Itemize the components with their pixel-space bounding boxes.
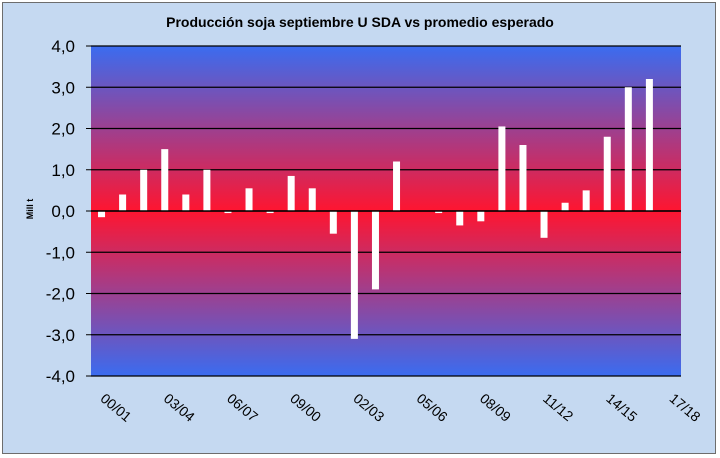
y-axis-label: Mill t bbox=[25, 199, 35, 220]
bar-07-08 bbox=[245, 188, 253, 211]
x-tick-label: 06/07 bbox=[224, 390, 261, 425]
bars bbox=[98, 79, 653, 339]
bar-15-16 bbox=[624, 87, 632, 211]
x-tick-label: 03/04 bbox=[161, 390, 198, 425]
y-tick-label: 0,0 bbox=[51, 202, 75, 221]
bar-00-01 bbox=[98, 211, 106, 218]
x-tick-label: 05/06 bbox=[414, 390, 451, 425]
chart-frame: Producción soja septiembre U SDA vs prom… bbox=[2, 2, 716, 454]
bar-04-05 bbox=[393, 161, 401, 211]
x-axis-ticks: 00/01 03/04 06/07 09/00 02/03 05/06 08/09 11/12… bbox=[98, 390, 704, 425]
y-tick-label: -2,0 bbox=[46, 285, 75, 304]
x-tick-label: 00/01 bbox=[98, 390, 135, 425]
y-tick-label: 4,0 bbox=[51, 37, 75, 56]
bar-01-02 bbox=[119, 194, 127, 211]
bar-03-04 bbox=[371, 211, 379, 290]
bar-09-10 bbox=[498, 126, 506, 211]
bar-00-01 bbox=[308, 188, 316, 211]
y-tick-label: -4,0 bbox=[46, 367, 75, 386]
x-tick-label: 14/15 bbox=[603, 390, 640, 425]
chart-title: Producción soja septiembre U SDA vs prom… bbox=[166, 14, 554, 30]
bar-06-07 bbox=[435, 211, 443, 214]
bar-14-15 bbox=[603, 136, 611, 211]
y-tick-label: 1,0 bbox=[51, 161, 75, 180]
chart-svg: Producción soja septiembre U SDA vs prom… bbox=[25, 14, 704, 425]
x-tick-label: 02/03 bbox=[350, 390, 387, 425]
grid-lines bbox=[91, 45, 681, 377]
bar-09-00 bbox=[287, 175, 295, 211]
y-tick-label: 2,0 bbox=[51, 120, 75, 139]
bar-11-12 bbox=[540, 211, 548, 238]
bar-07-08 bbox=[456, 211, 464, 226]
bar-13-14 bbox=[582, 190, 590, 211]
bar-03-04 bbox=[161, 149, 169, 211]
y-tick-label: -3,0 bbox=[46, 326, 75, 345]
bar-16-17 bbox=[645, 79, 653, 211]
bar-12-13 bbox=[561, 202, 569, 211]
bar-05-06 bbox=[203, 169, 211, 211]
x-tick-label: 11/12 bbox=[540, 390, 576, 424]
x-tick-label: 08/09 bbox=[477, 390, 514, 425]
x-tick-label: 09/00 bbox=[287, 390, 324, 425]
y-axis-ticks: 4,0 3,0 2,0 1,0 0,0 -1,0 -2,0 -3,0 -4,0 bbox=[46, 37, 91, 386]
bar-02-03 bbox=[140, 169, 148, 211]
y-tick-label: 3,0 bbox=[51, 78, 75, 97]
bar-10-11 bbox=[519, 145, 527, 211]
y-tick-label: -1,0 bbox=[46, 243, 75, 262]
bar-01-02 bbox=[329, 211, 337, 234]
bar-08-09 bbox=[477, 211, 485, 222]
x-tick-label: 17/18 bbox=[667, 390, 704, 425]
bar-04-05 bbox=[182, 194, 190, 211]
bar-06-07 bbox=[224, 211, 232, 214]
bar-02-03 bbox=[350, 211, 358, 339]
bar-08-09 bbox=[266, 211, 274, 214]
